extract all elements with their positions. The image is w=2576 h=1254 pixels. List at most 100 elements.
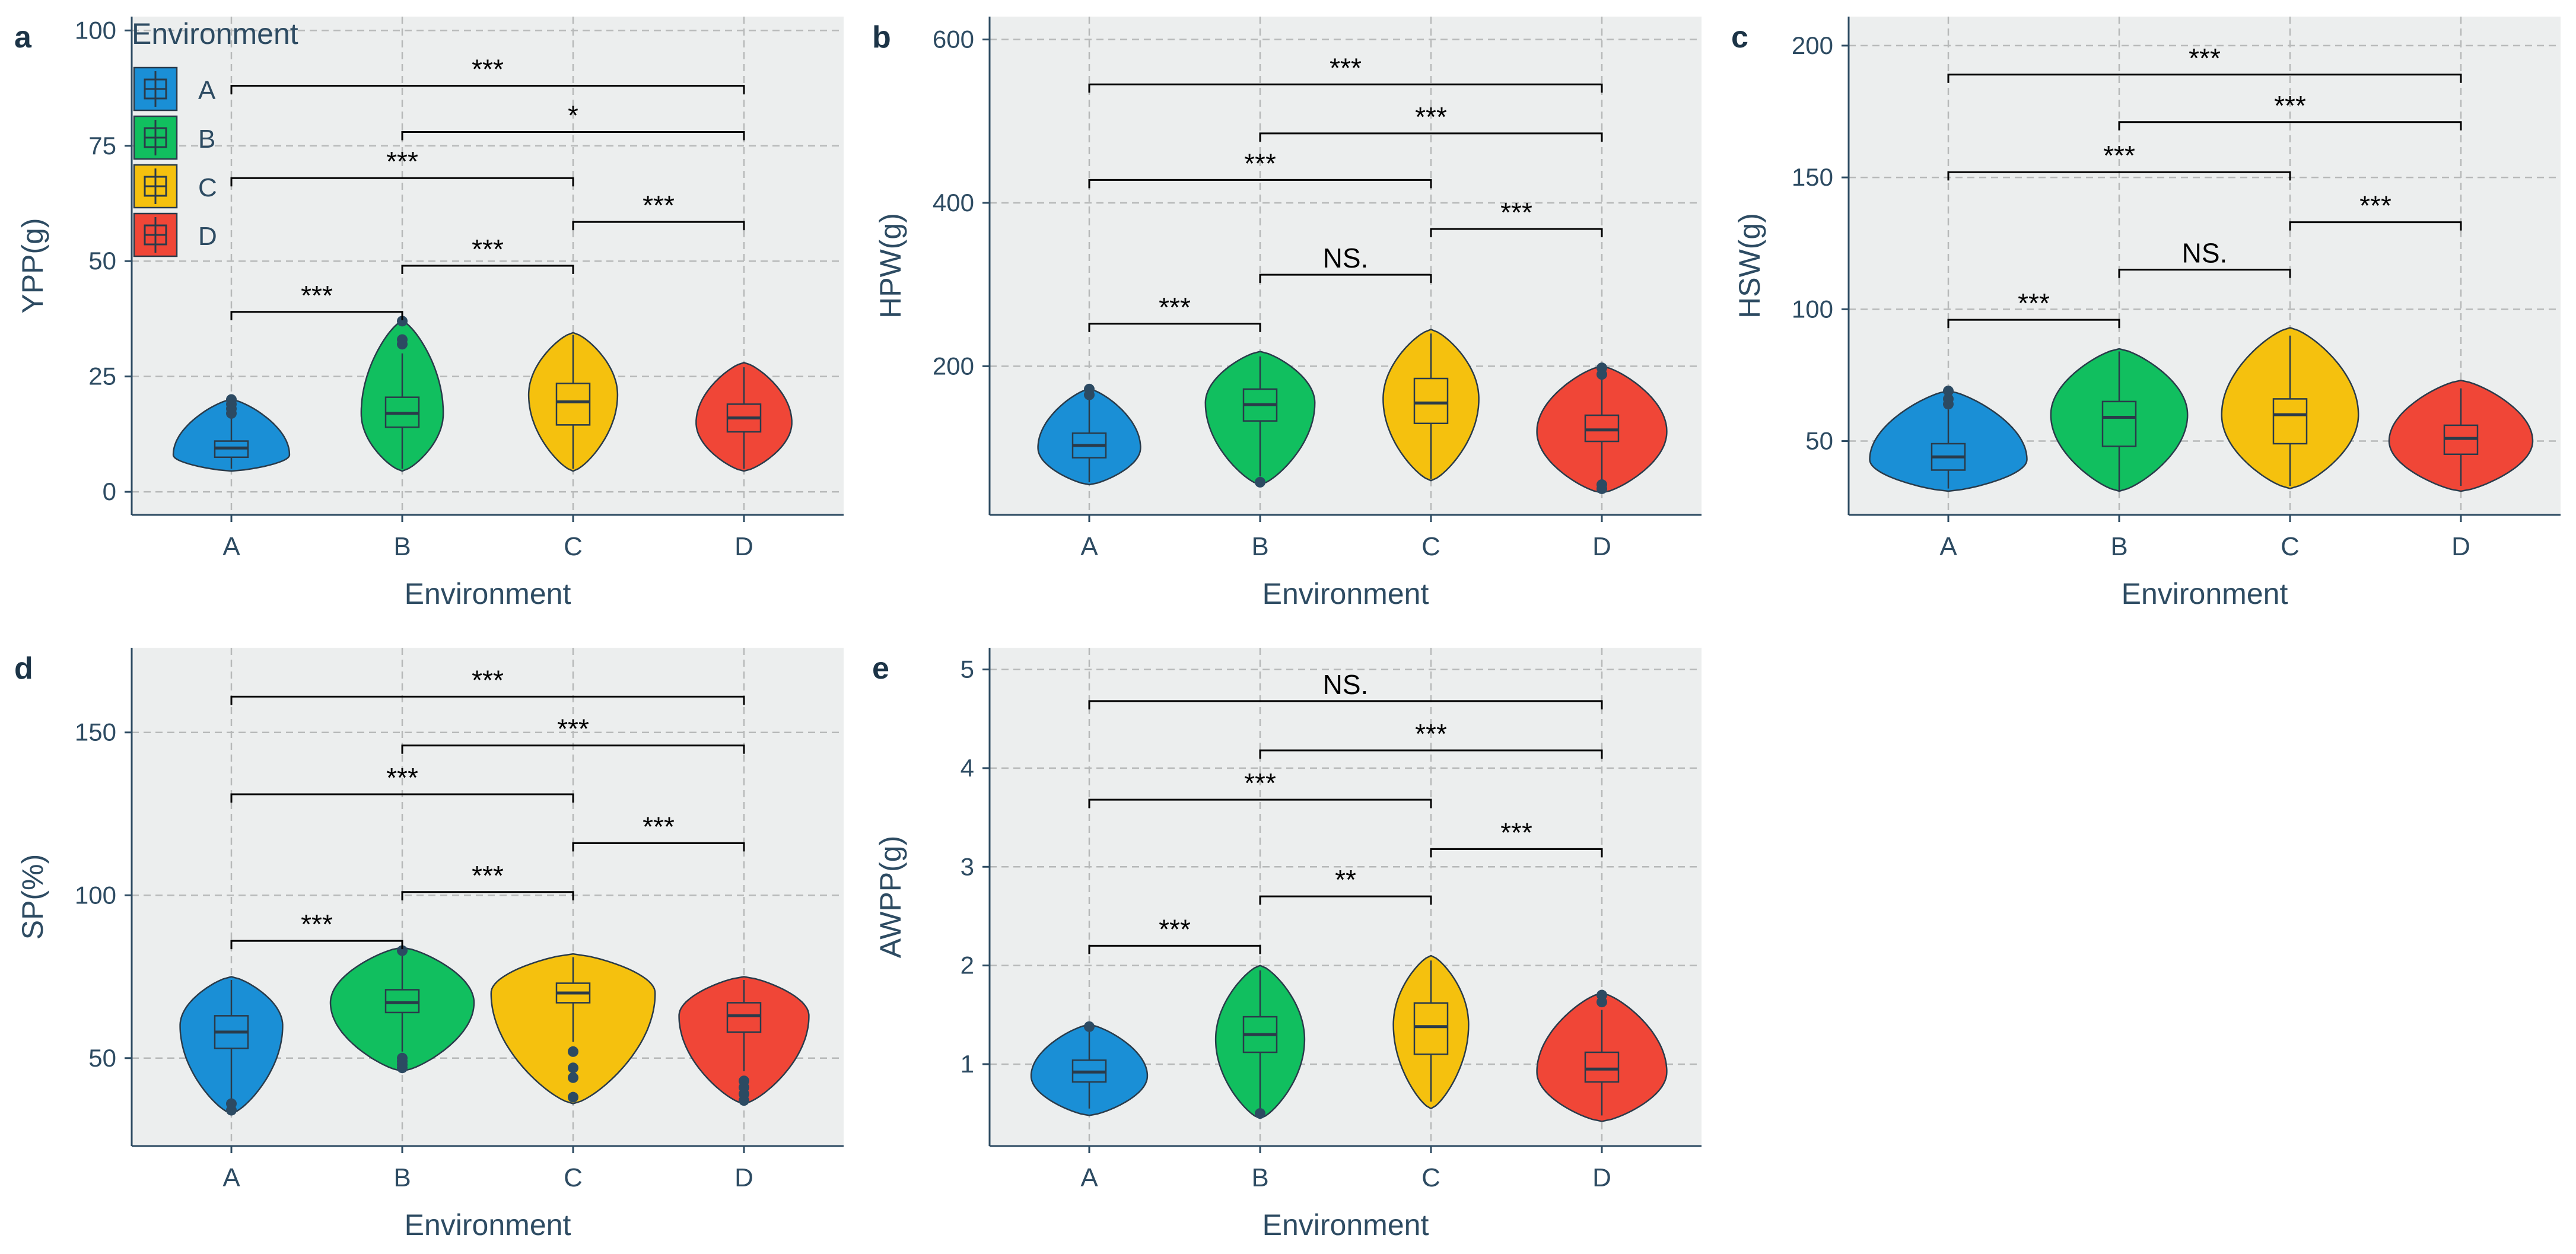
bracket-c-b-c — [2118, 269, 2291, 278]
sig-label-e-b-c: ** — [1335, 864, 1356, 895]
x-tick-label-c-a: A — [1939, 532, 1957, 561]
bracket-c-a-c — [1947, 171, 2291, 181]
bracket-d-b-c — [401, 891, 574, 900]
violin-c-c — [2221, 327, 2359, 489]
x-tick-label-c-d: D — [2451, 532, 2470, 561]
outlier-d-d-3 — [739, 1075, 749, 1087]
y-tick-label-e-2: 3 — [961, 852, 974, 880]
outlier-a-b-2 — [397, 316, 408, 327]
bracket-a-a-d — [230, 85, 745, 94]
bracket-a-b-d — [401, 131, 745, 141]
outlier-d-c-0 — [568, 1091, 578, 1103]
outlier-d-b-3 — [397, 1052, 408, 1064]
bracket-a-b-c — [401, 265, 574, 274]
bracket-e-a-c — [1088, 798, 1432, 809]
panel-label-e: e — [872, 651, 889, 686]
bracket-b-b-d — [1259, 132, 1603, 142]
bracket-b-c-d — [1430, 228, 1603, 238]
x-tick-label-b-d: D — [1592, 532, 1611, 561]
bracket-c-a-b — [1947, 319, 2120, 329]
y-tick-label-a-2: 50 — [88, 247, 116, 275]
violin-e-c — [1392, 954, 1470, 1110]
bracket-b-a-c — [1088, 179, 1432, 189]
sig-label-c-a-b: *** — [2018, 288, 2050, 319]
sig-label-a-c-d: *** — [643, 190, 675, 221]
box-b-c — [1413, 377, 1449, 425]
sig-label-b-b-c: NS. — [1323, 243, 1369, 273]
x-tick-label-e-c: C — [1421, 1163, 1440, 1192]
sig-label-d-b-d: *** — [557, 714, 589, 744]
sig-label-d-b-c: *** — [472, 860, 504, 891]
violin-b-b — [1204, 351, 1316, 486]
x-tick-label-a-a: A — [222, 532, 240, 561]
legend-label-d: D — [198, 222, 217, 251]
sig-label-d-c-d: *** — [643, 811, 675, 842]
y-tick-label-c-1: 100 — [1792, 295, 1833, 323]
x-tick-label-e-b: B — [1251, 1163, 1268, 1192]
panel-label-c: c — [1731, 20, 1748, 55]
sig-label-d-a-c: *** — [386, 762, 418, 793]
y-axis-title-d: SP(%) — [16, 854, 49, 940]
bracket-e-a-b — [1088, 944, 1261, 954]
bracket-d-a-b — [230, 940, 403, 950]
y-tick-label-c-3: 200 — [1792, 31, 1833, 59]
bracket-c-a-d — [1947, 74, 2462, 83]
y-tick-label-c-0: 50 — [1805, 427, 1833, 455]
sig-label-b-a-c: *** — [1244, 148, 1276, 179]
box-b-d — [1584, 414, 1620, 443]
bracket-a-a-b — [230, 311, 403, 320]
outlier-c-a-2 — [1943, 386, 1954, 397]
legend-item-d: D — [133, 212, 217, 257]
sig-label-e-a-b: *** — [1159, 914, 1191, 944]
box-a-c — [555, 383, 591, 426]
box-c-c — [2272, 398, 2308, 445]
legend-item-c: C — [133, 164, 217, 209]
x-tick-label-e-d: D — [1592, 1163, 1611, 1192]
panel-b: *** NS. *** *** *** *** 200 400 600 A B C D b HPW(g)… — [872, 17, 1702, 610]
panel-d: *** *** *** *** *** *** 50 100 150 A B C D d SP(%) E… — [14, 648, 844, 1242]
legend-title: Environment — [132, 17, 298, 50]
sig-label-a-b-c: *** — [472, 234, 504, 265]
bracket-b-b-c — [1259, 273, 1432, 284]
legend: Environment A B C D — [132, 17, 298, 257]
x-axis-title-c: Environment — [2122, 577, 2288, 610]
y-tick-label-a-1: 25 — [88, 362, 116, 390]
x-tick-label-c-b: B — [2110, 532, 2127, 561]
violin-c-d — [2388, 380, 2534, 492]
x-tick-label-b-c: C — [1421, 532, 1440, 561]
sig-label-c-b-d: *** — [2274, 90, 2306, 121]
outlier-d-b-4 — [397, 945, 408, 956]
outlier-b-d-3 — [1597, 362, 1607, 374]
outlier-b-a-1 — [1084, 383, 1095, 394]
x-tick-label-c-c: C — [2281, 532, 2300, 561]
legend-label-b: B — [198, 125, 215, 154]
x-tick-label-a-b: B — [393, 532, 411, 561]
y-tick-label-a-0: 0 — [103, 478, 116, 505]
sig-label-a-b-d: * — [568, 100, 578, 131]
violin-d-a — [179, 976, 284, 1115]
y-tick-label-e-1: 2 — [961, 951, 974, 979]
box-d-d — [726, 1002, 762, 1033]
bracket-a-c-d — [572, 221, 745, 231]
y-axis-title-b: HPW(g) — [874, 213, 907, 319]
legend-label-a: A — [198, 76, 216, 105]
outlier-e-a-0 — [1084, 1021, 1095, 1032]
x-axis-title-a: Environment — [405, 577, 571, 610]
bracket-d-a-c — [230, 793, 574, 803]
box-e-d — [1584, 1051, 1620, 1083]
legend-label-c: C — [198, 173, 217, 202]
sig-label-e-a-c: *** — [1244, 768, 1276, 798]
x-tick-label-b-a: A — [1080, 532, 1098, 561]
y-tick-label-b-0: 200 — [933, 352, 974, 380]
x-tick-label-a-c: C — [564, 532, 583, 561]
bracket-b-a-b — [1088, 323, 1261, 332]
panel-label-b: b — [872, 20, 891, 55]
sig-label-d-a-b: *** — [301, 909, 333, 940]
violin-b-c — [1382, 329, 1480, 482]
y-tick-label-d-1: 100 — [75, 881, 116, 909]
panel-label-d: d — [14, 651, 33, 686]
bracket-e-c-d — [1430, 848, 1603, 858]
bracket-c-b-d — [2118, 121, 2462, 131]
